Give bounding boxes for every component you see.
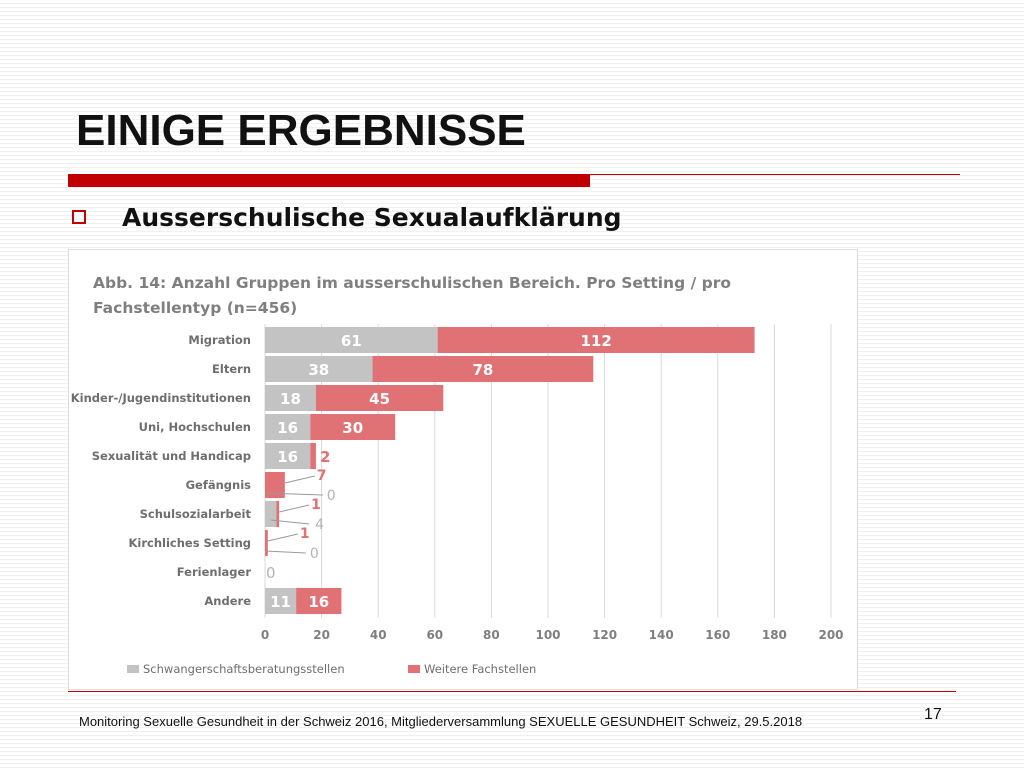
data-label-series-2: 7: [317, 468, 327, 484]
data-label-series-2: 1: [311, 497, 321, 513]
legend-label-series-1: Schwangerschaftsberatungsstellen: [143, 662, 345, 676]
title-accent-bar: [68, 174, 590, 187]
leader-line: [264, 492, 323, 496]
data-label-series-2: 16: [308, 593, 329, 611]
leader-line: [270, 519, 310, 525]
category-label: Gefängnis: [186, 478, 252, 492]
bar-series-2: [296, 588, 342, 614]
bar-series-2: [310, 414, 396, 440]
legend-label-series-2: Weitere Fachstellen: [424, 662, 536, 676]
category-label: Eltern: [212, 362, 251, 376]
bullet-text: Ausserschulische Sexualaufklärung: [122, 202, 622, 232]
x-tick-label: 20: [313, 628, 330, 642]
data-label-series-1: 0: [310, 546, 319, 562]
legend-swatch-series-1: [127, 665, 139, 673]
footer-text: Monitoring Sexuelle Gesundheit in der Sc…: [79, 714, 803, 729]
square-bullet-icon: [72, 210, 86, 224]
bar-series-2: [265, 530, 268, 556]
chart-title-line: Abb. 14: Anzahl Gruppen im ausserschulis…: [93, 274, 731, 292]
slide-title: EINIGE ERGEBNISSE: [76, 106, 526, 155]
x-tick-label: 120: [592, 628, 617, 642]
bar-series-2: [315, 385, 444, 411]
bar-series-1: [265, 327, 438, 353]
data-label-series-2: 30: [342, 419, 363, 437]
category-label: Uni, Hochschulen: [139, 420, 251, 434]
data-label-series-1: 16: [277, 448, 298, 466]
category-label: Ferienlager: [177, 565, 252, 579]
x-tick-label: 180: [762, 628, 787, 642]
data-label-series-2: 78: [472, 361, 493, 379]
leader-line: [284, 475, 315, 484]
x-tick-label: 160: [705, 628, 730, 642]
data-label-series-2: 112: [580, 332, 611, 350]
bar-series-2: [276, 501, 280, 527]
leader-line: [279, 504, 310, 513]
data-label-series-2: 45: [369, 390, 390, 408]
bar-series-1: [265, 414, 311, 440]
bullet-item: Ausserschulische Sexualaufklärung: [72, 199, 622, 235]
leader-line: [264, 550, 306, 554]
x-tick-label: 60: [426, 628, 443, 642]
data-label-series-2: 1: [300, 526, 310, 542]
chart-title-line: Fachstellentyp (n=456): [93, 299, 297, 317]
bar-series-1: [265, 501, 277, 527]
bar-series-1: [265, 385, 316, 411]
category-label: Andere: [204, 594, 251, 608]
page-number: 17: [924, 706, 942, 723]
bar-series-1: [265, 443, 311, 469]
data-label-series-1: 11: [270, 593, 291, 611]
category-label: Kinder-/Jugendinstitutionen: [71, 391, 251, 405]
data-label-series-1: 0: [327, 488, 336, 504]
x-tick-label: 140: [649, 628, 674, 642]
category-label: Kirchliches Setting: [128, 536, 251, 550]
bar-series-1: [265, 356, 373, 382]
x-tick-label: 40: [370, 628, 387, 642]
bar-series-2: [265, 472, 285, 498]
chart-panel: Abb. 14: Anzahl Gruppen im ausserschulis…: [68, 249, 858, 690]
bar-series-2: [310, 443, 316, 469]
x-tick-label: 0: [261, 628, 269, 642]
bar-series-1: [265, 588, 297, 614]
data-label-series-1: 4: [315, 517, 324, 533]
data-label-series-1: 61: [341, 332, 362, 350]
leader-line: [267, 533, 298, 542]
bar-series-2: [372, 356, 594, 382]
x-tick-label: 200: [818, 628, 843, 642]
data-label-series-1: 38: [308, 361, 329, 379]
category-label: Sexualität und Handicap: [92, 449, 251, 463]
footer-rule: [68, 691, 956, 692]
x-tick-label: 100: [535, 628, 560, 642]
category-label: Migration: [188, 333, 251, 347]
data-label-series-1: 0: [266, 564, 276, 582]
data-label-series-2: 2: [320, 448, 330, 466]
x-tick-label: 80: [483, 628, 500, 642]
bar-series-2: [437, 327, 755, 353]
legend-swatch-series-2: [408, 665, 420, 673]
data-label-series-1: 18: [280, 390, 301, 408]
category-label: Schulsozialarbeit: [140, 507, 252, 521]
bar-chart: Abb. 14: Anzahl Gruppen im ausserschulis…: [71, 274, 844, 676]
data-label-series-1: 16: [277, 419, 298, 437]
